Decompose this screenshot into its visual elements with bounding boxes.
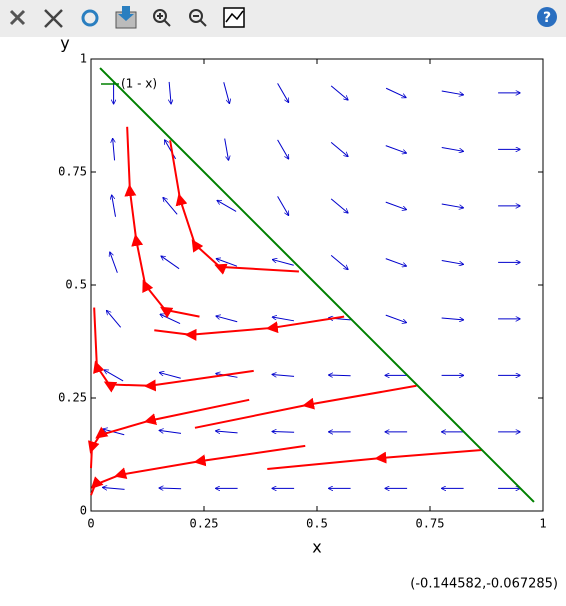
vector-arrow [330, 254, 348, 269]
x-tick-label: 0.25 [190, 517, 219, 531]
y-tick-label: 0.75 [58, 165, 87, 179]
vector-arrow [113, 138, 115, 161]
x-axis-label: x [312, 538, 321, 557]
vector-arrow [159, 430, 182, 434]
trajectory [93, 307, 254, 393]
vector-arrow [385, 145, 407, 154]
vector-arrow [441, 259, 464, 264]
vector-arrow [224, 138, 229, 161]
configure-icon[interactable] [44, 9, 63, 28]
trajectory [90, 444, 306, 496]
vector-arrow [330, 141, 348, 156]
vector-arrow [272, 260, 294, 266]
zoom-out-icon[interactable] [189, 9, 207, 27]
vector-arrow [169, 81, 171, 104]
y-tick-label: 0 [80, 504, 87, 518]
vector-arrow [277, 196, 289, 215]
trajectory [124, 126, 200, 319]
legend-label: (1 - x) [121, 77, 157, 91]
vector-arrow [385, 87, 406, 97]
vector-arrow [385, 201, 407, 210]
vector-arrow [216, 431, 238, 433]
toolbar [0, 0, 566, 37]
trajectory [194, 384, 417, 429]
vector-arrow [272, 374, 295, 376]
vector-arrow [441, 90, 464, 95]
vector-arrow [441, 146, 464, 151]
save-icon[interactable] [115, 6, 137, 29]
svg-text:?: ? [543, 10, 551, 26]
zoom-in-icon[interactable] [153, 9, 171, 27]
line-series [99, 67, 535, 503]
vector-arrow [277, 139, 289, 159]
vector-arrow [165, 140, 177, 160]
x-tick-label: 0.5 [306, 517, 328, 531]
x-tick-label: 1 [539, 517, 546, 531]
vector-arrow [107, 310, 122, 328]
y-tick-label: 0.5 [65, 278, 87, 292]
y-tick-label: 1 [80, 52, 87, 66]
x-tick-label: 0.75 [416, 517, 445, 531]
vector-arrow [329, 375, 351, 376]
status-text: (-0.144582,-0.067285) [410, 577, 558, 592]
vector-arrow [272, 432, 295, 433]
y-tick-label: 0.25 [58, 391, 87, 405]
y-axis-label: y [60, 34, 69, 53]
vector-arrow [159, 373, 181, 379]
vector-arrow [330, 85, 348, 100]
vector-arrow [112, 195, 117, 217]
vector-arrow [110, 252, 118, 273]
trajectory [267, 448, 483, 470]
trajectory [154, 315, 345, 341]
vector-arrow [385, 258, 407, 267]
x-tick-label: 0 [87, 517, 94, 531]
refresh-icon[interactable] [81, 9, 99, 27]
vector-arrow [441, 318, 464, 320]
vector-arrow [272, 317, 295, 322]
vector-arrow [385, 314, 407, 323]
vector-arrow [277, 83, 289, 102]
vector-arrow [216, 316, 238, 323]
help-icon[interactable]: ? [537, 7, 557, 27]
trajectory [169, 140, 299, 275]
edit-curves-icon[interactable] [223, 7, 245, 28]
vector-arrow [223, 82, 230, 103]
close-icon[interactable] [9, 9, 26, 26]
vector-arrow [441, 203, 464, 208]
vector-arrow [330, 198, 348, 213]
